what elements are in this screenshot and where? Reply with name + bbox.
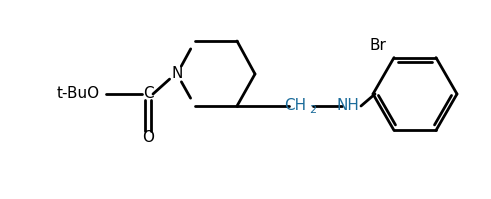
Text: C: C [143, 87, 153, 101]
Text: N: N [171, 66, 183, 82]
Text: Br: Br [370, 38, 387, 54]
Text: t-BuO: t-BuO [56, 87, 100, 101]
Text: CH: CH [284, 99, 306, 113]
Text: 2: 2 [309, 105, 316, 115]
Text: NH: NH [336, 99, 359, 113]
Text: O: O [142, 130, 154, 144]
